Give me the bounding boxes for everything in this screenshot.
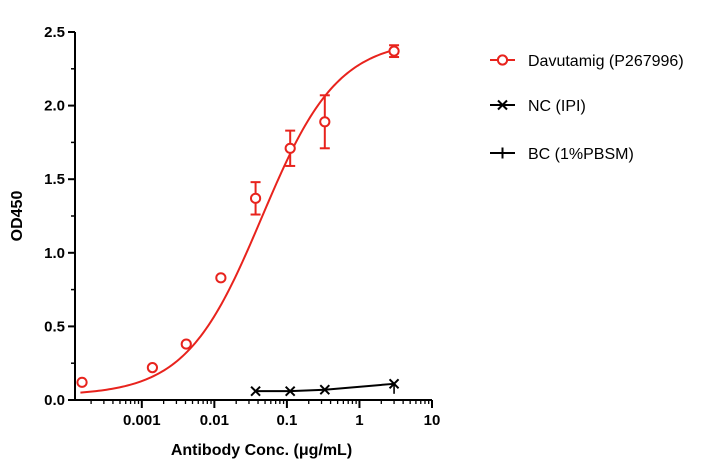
y-tick-label: 1.0 (44, 245, 65, 262)
legend-marker (497, 99, 508, 111)
y-tick-label: 1.5 (44, 171, 65, 188)
data-point (250, 385, 261, 397)
data-point (319, 384, 331, 395)
fit-curve (80, 48, 395, 394)
x-tick-label: 10 (424, 412, 441, 429)
fit-curves (80, 48, 395, 394)
data-point (146, 362, 159, 374)
data-point (180, 338, 192, 350)
y-axis-title: OD450 (9, 191, 26, 242)
series-1 (250, 378, 400, 397)
data-point (76, 376, 88, 388)
data-series (76, 44, 400, 397)
series-line (255, 382, 395, 393)
y-tick-label: 0.5 (44, 318, 65, 335)
legend-label: Davutamig (P267996) (528, 53, 684, 70)
y-tick-label: 0.0 (44, 392, 65, 409)
legend: Davutamig (P267996) NC (IPI) BC (1%PBSM) (490, 53, 684, 163)
axes: 0.0 0.5 1.0 1.5 2.0 2.5 0.001 0.01 0.1 1 10 (44, 24, 440, 429)
x-tick-label: 0.001 (123, 412, 161, 429)
data-point (284, 142, 296, 154)
data-point (249, 192, 262, 204)
x-tick-label: 0.1 (276, 412, 297, 429)
x-tick-label: 1 (355, 412, 363, 429)
y-tick-label: 2.0 (44, 98, 65, 115)
x-axis-title: Antibody Conc. (μg/mL) (171, 442, 352, 459)
data-point (388, 45, 400, 57)
legend-label: NC (IPI) (528, 98, 586, 115)
data-point (319, 116, 331, 128)
legend-label: BC (1%PBSM) (528, 146, 634, 163)
y-tick-label: 2.5 (44, 24, 65, 41)
legend-marker (497, 147, 508, 159)
x-tick-label: 0.01 (200, 412, 229, 429)
legend-marker (496, 54, 509, 66)
data-point (215, 272, 227, 284)
data-point (284, 385, 296, 397)
series-0 (76, 44, 400, 388)
